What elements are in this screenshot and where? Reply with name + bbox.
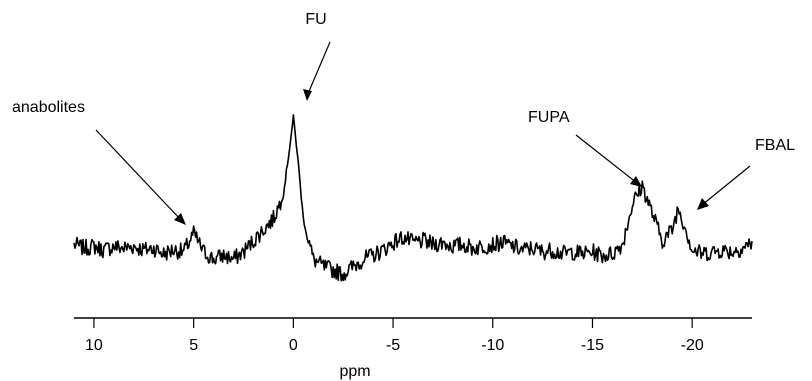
annotation-fupa-arrow [575, 134, 638, 184]
spectrum-trace-group [73, 114, 753, 282]
annotation-fu-arrowhead [303, 89, 312, 101]
x-tick-label: -20 [681, 337, 704, 354]
x-tick-label: 10 [85, 337, 103, 354]
annotation-fbal-label: FBAL [755, 137, 795, 154]
x-tick-label: -10 [481, 337, 504, 354]
x-tick-label: -5 [386, 337, 400, 354]
annotation-anabolites-arrow [95, 129, 182, 221]
spectrum-line [73, 114, 753, 282]
x-tick-label: -15 [581, 337, 604, 354]
annotation-fbal: FBAL [697, 137, 795, 210]
x-axis-label: ppm [339, 363, 370, 380]
x-tick-label: 5 [189, 337, 198, 354]
annotation-fu-arrow [306, 41, 331, 97]
annotation-fupa-label: FUPA [528, 109, 570, 126]
x-axis-ticks: 10 5 0 -5 -10 -15 -20 [85, 318, 704, 354]
annotation-anabolites-label: anabolites [12, 99, 85, 116]
annotation-fbal-arrowhead [697, 198, 709, 210]
annotation-anabolites-arrowhead [174, 213, 186, 225]
annotation-fupa: FUPA [528, 109, 642, 187]
annotation-fbal-arrow [701, 165, 751, 206]
annotation-fu-label: FU [305, 11, 326, 28]
annotation-anabolites: anabolites [12, 99, 186, 225]
annotation-fupa-arrowhead [630, 176, 642, 187]
annotation-fu: FU [303, 11, 331, 101]
x-tick-label: 0 [289, 337, 298, 354]
